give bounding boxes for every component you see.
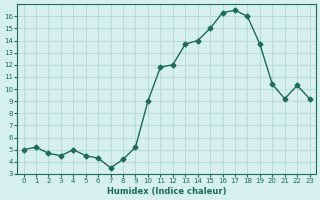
- X-axis label: Humidex (Indice chaleur): Humidex (Indice chaleur): [107, 187, 226, 196]
